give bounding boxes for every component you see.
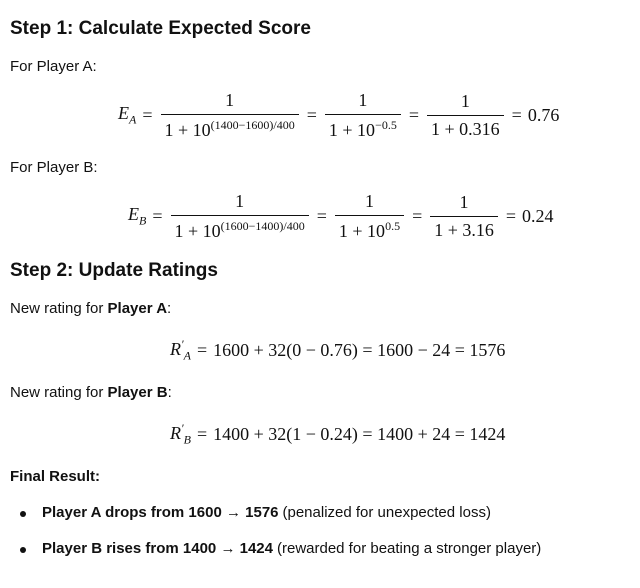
exponent: (1400−1600)/400 [210, 118, 295, 132]
heading: Step 1: Calculate Expected Score [10, 18, 311, 39]
operator: = [511, 105, 522, 125]
math-symbol: EA [118, 103, 136, 128]
denominator: 1 + 10(1400−1600)/400 [160, 114, 299, 141]
operator: = [196, 423, 208, 444]
operator: = [412, 206, 423, 226]
operator: = [306, 105, 317, 125]
numerator: 1 [358, 90, 368, 110]
label: For Player B: [10, 159, 98, 176]
symbol: R [170, 423, 181, 443]
bullet-item: Player B rises from 1400 → 1424 (rewarded… [10, 540, 630, 576]
text: New rating for [10, 300, 104, 317]
equation: R′B = 1400 + 32(1 − 0.24) = 1400 + 24 = 14… [170, 421, 505, 448]
math-symbol: R′B [170, 421, 191, 448]
expression: 1400 + 32(1 − 0.24) = 1400 + 24 = 1424 [213, 423, 506, 444]
numerator: 1 [235, 191, 245, 211]
operator: = [196, 339, 208, 360]
fraction: 1 1 + 3.16 [430, 192, 498, 241]
text: 1 + 10 [338, 221, 386, 241]
label: For Player A: [10, 58, 97, 75]
text: : [167, 384, 172, 401]
text: Player B [107, 384, 168, 401]
label: New rating for Player B: [10, 384, 172, 401]
text: 1 + 10 [174, 221, 221, 241]
denominator: 1 + 100.5 [334, 215, 405, 242]
result: 0.76 [527, 105, 560, 125]
bullet-item: Player A drops from 1600 → 1576 (penalize… [10, 504, 630, 540]
numerator: 1 [225, 90, 235, 110]
numerator: 1 [460, 91, 470, 111]
heading: Step 2: Update Ratings [10, 260, 218, 281]
symbol: E [118, 103, 129, 124]
result: 0.24 [522, 206, 554, 226]
bullet-list: Player A drops from 1600 → 1576 (penalize… [10, 504, 630, 576]
subscript: A [183, 348, 191, 363]
exponent: −0.5 [375, 118, 397, 132]
denominator: 1 + 10(1600−1400)/400 [170, 215, 309, 242]
text: Player A [107, 300, 168, 317]
subscript: B [183, 432, 191, 447]
text: (rewarded for beating a stronger player) [276, 540, 542, 557]
fraction: 1 1 + 10(1600−1400)/400 [170, 191, 309, 242]
text: : [167, 300, 172, 317]
math-symbol: EB [128, 204, 146, 229]
denominator: 1 + 10−0.5 [324, 114, 401, 141]
operator: = [408, 105, 419, 125]
subscript: A [129, 112, 137, 127]
symbol: E [128, 204, 139, 225]
fraction: 1 1 + 10(1400−1600)/400 [160, 90, 299, 141]
operator: = [505, 206, 517, 226]
subscript: B [139, 213, 147, 228]
text: New rating for [10, 384, 104, 401]
text: 1 + 0.316 [431, 119, 500, 139]
fraction: 1 1 + 10−0.5 [324, 90, 401, 141]
denominator: 1 + 0.316 [427, 115, 504, 140]
math-symbol: R′A [170, 337, 191, 364]
text: 1 + 10 [328, 120, 376, 140]
bold-text: Player A drops from 1600 → 1576 [42, 504, 279, 521]
prime: ′ [181, 337, 184, 351]
exponent: 0.5 [385, 219, 401, 233]
equation: EB = 1 1 + 10(1600−1400)/400 = 1 1 + 100.5 = 1 1 … [128, 191, 554, 242]
text: 1 + 3.16 [434, 220, 494, 240]
fraction: 1 1 + 0.316 [427, 91, 504, 140]
expression: 1600 + 32(0 − 0.76) = 1600 − 24 = 1576 [213, 339, 506, 360]
equation: EA = 1 1 + 10(1400−1600)/400 = 1 1 + 10−0.5 = 1 1… [118, 90, 559, 141]
bold-text: Player B rises from 1400 → 1424 [42, 540, 273, 557]
label: New rating for Player A: [10, 300, 171, 317]
label: Final Result: [10, 468, 101, 485]
numerator: 1 [459, 192, 469, 212]
operator: = [316, 206, 327, 226]
operator: = [142, 105, 153, 125]
prime: ′ [181, 421, 184, 435]
text: 1 + 10 [164, 120, 211, 140]
text: (penalized for unexpected loss) [282, 504, 491, 521]
equation: R′A = 1600 + 32(0 − 0.76) = 1600 − 24 = 15… [170, 337, 505, 364]
symbol: R [170, 339, 181, 359]
numerator: 1 [364, 191, 374, 211]
exponent: (1600−1400)/400 [220, 219, 305, 233]
fraction: 1 1 + 100.5 [334, 191, 405, 242]
denominator: 1 + 3.16 [430, 216, 498, 241]
operator: = [152, 206, 163, 226]
